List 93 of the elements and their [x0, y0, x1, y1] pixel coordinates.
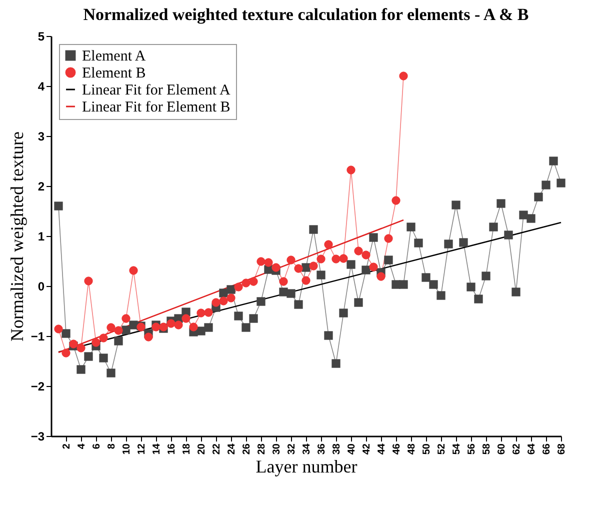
- x-tick-label: 54: [452, 443, 462, 455]
- point: [189, 322, 198, 332]
- x-tick-label: 14: [152, 443, 162, 455]
- y-axis-title: Normalized weighted texture: [6, 132, 27, 342]
- x-tick-label: 28: [256, 443, 268, 455]
- x-tick-label: 22: [212, 443, 222, 455]
- x-tick-label: 12: [136, 443, 148, 455]
- x-axis-title: Layer number: [256, 456, 358, 477]
- point: [324, 240, 333, 249]
- x-tick-label: 40: [346, 443, 358, 455]
- point: [272, 263, 280, 272]
- point: [354, 246, 363, 256]
- legend-label: Linear Fit for Element A: [82, 82, 230, 98]
- point: [302, 276, 310, 285]
- point: [174, 320, 183, 330]
- point: [62, 348, 70, 358]
- point: [242, 278, 250, 288]
- point: [99, 334, 108, 342]
- x-tick-label: 50: [422, 443, 432, 455]
- legend-label: Linear Fit for Element B: [82, 100, 230, 116]
- point: [256, 257, 266, 266]
- point: [339, 254, 348, 263]
- x-tick-label: 52: [436, 443, 448, 455]
- x-tick-label: 32: [286, 443, 298, 455]
- y-tick-label: 3: [38, 130, 45, 144]
- x-tick-label: 44: [376, 443, 388, 455]
- x-tick-label: 4: [76, 443, 88, 450]
- x-tick-label: 10: [122, 443, 132, 455]
- point: [316, 254, 326, 264]
- x-tick-label: 18: [182, 443, 192, 455]
- point: [106, 323, 116, 332]
- point: [332, 254, 340, 264]
- y-tick-label: 2: [38, 180, 45, 194]
- y-tick-label: 4: [38, 80, 45, 94]
- x-tick-label: 20: [196, 443, 208, 455]
- legend-label: Element B: [82, 66, 146, 82]
- point: [309, 262, 318, 270]
- x-tick-label: 24: [226, 443, 238, 455]
- point: [196, 308, 206, 318]
- point: [279, 277, 288, 286]
- point: [84, 276, 93, 286]
- point: [399, 72, 408, 80]
- x-tick-label: 8: [106, 443, 118, 450]
- chart-title: Normalized weighted texture calculation for elements - A & B: [83, 5, 529, 24]
- x-tick-label: 2: [62, 443, 72, 450]
- x-tick-label: 6: [92, 443, 102, 450]
- legend-label: Element A: [82, 48, 146, 64]
- point: [114, 326, 123, 335]
- point: [144, 332, 153, 342]
- point: [362, 250, 370, 260]
- point: [286, 256, 296, 264]
- x-tick-label: 46: [392, 443, 402, 455]
- x-tick-label: 38: [332, 443, 342, 455]
- x-tick-label: 26: [242, 443, 252, 455]
- x-tick-label: 30: [272, 443, 282, 455]
- point: [212, 298, 220, 307]
- point: [54, 324, 63, 334]
- point: [92, 338, 100, 347]
- point: [392, 196, 400, 205]
- point: [294, 264, 303, 273]
- point: [204, 308, 213, 317]
- x-tick-label: 58: [482, 443, 492, 455]
- x-tick-label: 64: [526, 443, 538, 455]
- x-tick-label: 48: [406, 443, 418, 455]
- point: [376, 272, 386, 281]
- x-tick-label: 34: [302, 443, 312, 455]
- x-tick-label: 66: [542, 443, 552, 455]
- point: [249, 277, 258, 286]
- point: [166, 319, 176, 328]
- point: [234, 282, 243, 292]
- x-tick-label: 68: [556, 443, 568, 455]
- point: [122, 314, 130, 323]
- y-tick-label: 1: [38, 230, 45, 244]
- point: [226, 294, 236, 302]
- point: [264, 258, 273, 267]
- x-tick-label: 42: [362, 443, 372, 455]
- y-tick-label: 5: [38, 30, 45, 44]
- y-tick-label: −3: [30, 430, 45, 444]
- y-tick-label: 0: [38, 280, 45, 294]
- x-tick-label: 36: [316, 443, 328, 455]
- point: [76, 344, 86, 352]
- x-tick-label: 62: [512, 443, 522, 455]
- y-tick-label: −1: [30, 330, 45, 344]
- point: [384, 234, 393, 243]
- x-tick-label: 60: [496, 443, 508, 455]
- x-tick-label: 56: [466, 443, 478, 455]
- point: [182, 314, 190, 323]
- point: [369, 262, 378, 272]
- point: [219, 296, 228, 306]
- y-tick-label: −2: [30, 380, 45, 394]
- point: [346, 166, 356, 174]
- x-tick-label: 16: [166, 443, 178, 455]
- point: [129, 266, 138, 275]
